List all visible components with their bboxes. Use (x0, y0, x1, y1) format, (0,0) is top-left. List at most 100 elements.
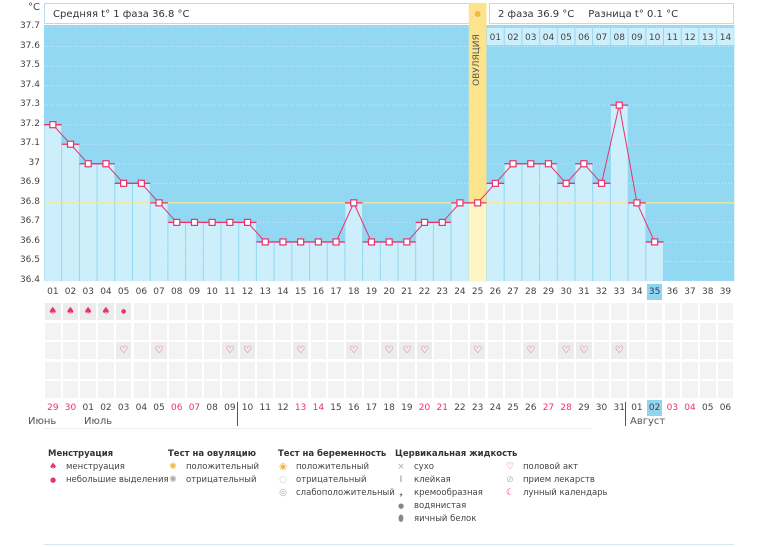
symptom-cell[interactable] (222, 361, 238, 379)
calendar-date[interactable]: 26 (525, 403, 537, 413)
symptom-cell[interactable] (168, 361, 185, 379)
symptom-cell[interactable] (699, 361, 716, 379)
symptom-cell[interactable] (168, 342, 185, 359)
symptom-cell[interactable] (699, 303, 716, 320)
calendar-date[interactable]: 29 (578, 403, 590, 413)
cycle-day-label[interactable]: 31 (578, 287, 590, 297)
calendar-date[interactable]: 31 (613, 403, 625, 413)
symptom-cell[interactable] (593, 381, 610, 398)
symptom-cell[interactable] (275, 303, 291, 320)
cycle-day-label[interactable]: 14 (277, 287, 289, 297)
symptom-cell[interactable] (664, 381, 681, 398)
symptom-cell[interactable] (593, 303, 610, 320)
symptom-cell[interactable] (646, 342, 663, 359)
symptom-cell[interactable] (115, 361, 132, 379)
cycle-day-label[interactable]: 34 (631, 287, 643, 297)
symptom-cell[interactable] (310, 361, 327, 379)
calendar-date[interactable]: 03 (117, 403, 130, 413)
symptom-cell[interactable] (328, 381, 344, 398)
symptom-cell[interactable] (80, 381, 97, 398)
symptom-cell[interactable] (416, 361, 433, 379)
symptom-cell[interactable] (133, 381, 150, 398)
symptom-cell[interactable] (434, 361, 451, 379)
symptom-cell[interactable] (381, 361, 397, 379)
calendar-date[interactable]: 22 (454, 403, 466, 413)
symptom-cell[interactable] (151, 381, 167, 398)
symptom-cell[interactable] (328, 322, 344, 340)
calendar-date[interactable]: 02 (100, 403, 112, 413)
symptom-cell[interactable] (98, 342, 114, 359)
symptom-cell[interactable] (505, 322, 521, 340)
calendar-date[interactable]: 16 (348, 403, 360, 413)
symptom-cell[interactable] (292, 322, 309, 340)
symptom-cell[interactable] (186, 322, 203, 340)
cycle-day-label[interactable]: 24 (454, 287, 466, 297)
cycle-day-label[interactable]: 27 (507, 287, 519, 297)
calendar-date[interactable]: 19 (401, 403, 413, 413)
calendar-date[interactable]: 24 (489, 403, 502, 413)
symptom-cell[interactable] (576, 303, 592, 320)
cycle-day-label[interactable]: 36 (666, 287, 679, 297)
symptom-cell[interactable] (629, 322, 645, 340)
cycle-day-label[interactable]: 38 (702, 287, 714, 297)
cycle-day-label[interactable]: 35 (646, 284, 663, 300)
symptom-cell[interactable] (257, 303, 274, 320)
symptom-cell[interactable] (664, 303, 681, 320)
symptom-cell[interactable] (62, 322, 79, 340)
symptom-cell[interactable] (45, 361, 61, 379)
calendar-date[interactable]: 17 (365, 403, 378, 413)
symptom-cell[interactable] (452, 303, 468, 320)
symptom-cell[interactable] (434, 342, 451, 359)
calendar-date[interactable]: 30 (595, 403, 608, 413)
symptom-cell[interactable] (98, 322, 114, 340)
symptom-cell[interactable] (115, 322, 132, 340)
symptom-cell[interactable] (664, 322, 681, 340)
calendar-date[interactable]: 28 (560, 403, 572, 413)
symptom-cell[interactable] (593, 322, 610, 340)
symptom-cell[interactable] (416, 303, 433, 320)
symptom-cell[interactable] (133, 342, 150, 359)
symptom-cell[interactable] (222, 322, 238, 340)
symptom-cell[interactable] (151, 361, 167, 379)
symptom-cell[interactable] (646, 381, 663, 398)
symptom-cell[interactable] (133, 361, 150, 379)
cycle-day-label[interactable]: 15 (294, 287, 307, 297)
symptom-cell[interactable] (257, 322, 274, 340)
symptom-cell[interactable] (611, 361, 628, 379)
calendar-date[interactable]: 10 (241, 403, 254, 413)
calendar-date[interactable]: 13 (294, 403, 307, 413)
calendar-date[interactable]: 12 (277, 403, 289, 413)
symptom-cell[interactable] (558, 303, 574, 320)
calendar-date[interactable]: 18 (383, 403, 395, 413)
symptom-cell[interactable] (487, 381, 504, 398)
symptom-cell[interactable] (469, 322, 486, 340)
symptom-cell[interactable] (310, 342, 327, 359)
symptom-cell[interactable] (452, 322, 468, 340)
symptom-cell[interactable] (381, 322, 397, 340)
symptom-cell[interactable] (469, 303, 486, 320)
symptom-cell[interactable] (629, 342, 645, 359)
symptom-cell[interactable] (98, 361, 114, 379)
symptom-cell[interactable] (629, 303, 645, 320)
symptom-cell[interactable] (699, 381, 716, 398)
cycle-day-label[interactable]: 39 (719, 287, 732, 297)
symptom-cell[interactable] (363, 322, 380, 340)
symptom-cell[interactable] (717, 381, 734, 398)
symptom-cell[interactable] (275, 322, 291, 340)
symptom-cell[interactable] (487, 361, 504, 379)
symptom-cell[interactable] (363, 361, 380, 379)
calendar-date[interactable]: 09 (224, 403, 236, 413)
symptom-cell[interactable] (239, 303, 256, 320)
calendar-date[interactable]: 05 (702, 403, 714, 413)
cycle-day-label[interactable]: 22 (418, 287, 431, 297)
symptom-cell[interactable] (204, 342, 220, 359)
symptom-cell[interactable] (345, 361, 362, 379)
calendar-date[interactable]: 06 (719, 403, 732, 413)
symptom-cell[interactable] (416, 381, 433, 398)
symptom-cell[interactable] (186, 381, 203, 398)
symptom-cell[interactable] (434, 322, 451, 340)
symptom-cell[interactable] (505, 381, 521, 398)
symptom-cell[interactable] (186, 342, 203, 359)
symptom-cell[interactable] (682, 381, 698, 398)
symptom-cell[interactable] (257, 342, 274, 359)
